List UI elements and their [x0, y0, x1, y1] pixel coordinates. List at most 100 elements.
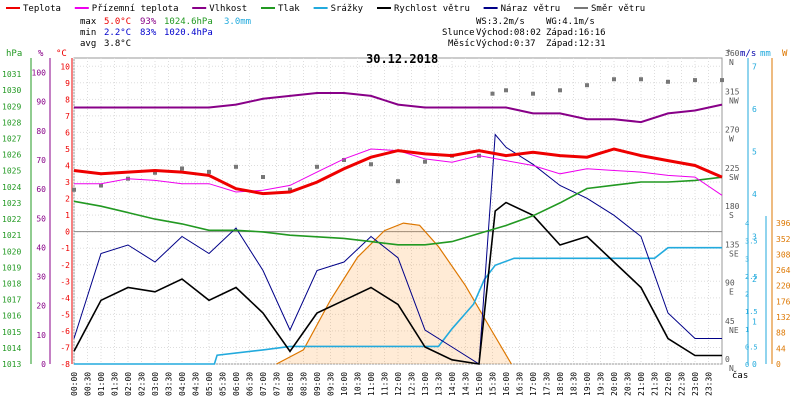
legend-label: Náraz větru — [501, 4, 561, 14]
solar-tick-label: 88 — [776, 329, 786, 338]
time-tick-label: 01:00 — [97, 372, 106, 396]
winddir-point — [639, 77, 643, 82]
series-temperature — [73, 147, 723, 196]
solar-tick-label: 132 — [776, 313, 791, 322]
solar-tick-label: 176 — [776, 297, 791, 306]
humidity-tick-label: 0 — [41, 360, 46, 369]
temp-tick-label: -2 — [60, 261, 70, 270]
winddir-point — [288, 187, 292, 192]
winddir-point — [207, 169, 211, 174]
temp-tick-label: -1 — [60, 244, 70, 253]
pressure-tick-label: 1025 — [2, 167, 21, 176]
winddir-point — [72, 187, 76, 192]
winddir-point — [423, 159, 427, 164]
legend-label: Směr větru — [591, 4, 645, 14]
info-slunce-vychod: Východ:08:02 — [476, 28, 541, 38]
temp-tick-label: -7 — [60, 343, 70, 352]
time-tick-label: 08:30 — [300, 372, 309, 396]
series-group — [72, 77, 724, 365]
winddir-deg-label: 90 — [725, 279, 735, 288]
temp-tick-label: -4 — [60, 294, 70, 303]
humidity-tick-label: 90 — [36, 98, 46, 107]
rain-tick-label: 1.5 — [745, 308, 758, 316]
time-tick-label: 14:00 — [448, 372, 457, 396]
time-tick-label: 05:00 — [205, 372, 214, 396]
wind-tick-label: 0 — [752, 360, 757, 369]
time-tick-label: 03:00 — [151, 372, 160, 396]
info-mesic-vychod: Východ:0:37 — [476, 39, 536, 49]
temp-tick-label: 5 — [65, 145, 70, 154]
pressure-tick-label: 1017 — [2, 296, 21, 305]
winddir-dir-label: W — [729, 135, 734, 144]
time-tick-label: 22:30 — [678, 372, 687, 396]
time-tick-label: 00:30 — [84, 372, 93, 396]
humidity-tick-label: 20 — [36, 302, 46, 311]
temp-tick-label: -6 — [60, 327, 70, 336]
wind-tick-label: 5 — [752, 148, 757, 157]
time-tick-label: 07:00 — [259, 372, 268, 396]
info-mesic-zapad: Západ:12:31 — [546, 39, 606, 49]
winddir-point — [315, 164, 319, 169]
unit-w: W — [782, 49, 788, 59]
unit-degc: °C — [56, 49, 67, 59]
legend-label: Rychlost větru — [394, 4, 470, 14]
temp-tick-label: 9 — [65, 79, 70, 88]
pressure-tick-label: 1024 — [2, 183, 21, 192]
time-tick-label: 08:00 — [286, 372, 295, 396]
time-tick-label: 17:00 — [529, 372, 538, 396]
time-tick-label: 16:30 — [516, 372, 525, 396]
unit-time: čas — [732, 370, 748, 381]
pressure-tick-label: 1021 — [2, 231, 21, 240]
unit-mm: mm — [760, 49, 771, 59]
legend-label: Vlhkost — [209, 4, 247, 14]
temp-tick-label: 0 — [65, 228, 70, 237]
stats-block: max 5.0°C 93% 1024.6hPa 3.0mm min 2.2°C … — [80, 17, 251, 49]
time-tick-label: 04:30 — [192, 372, 201, 396]
winddir-point — [612, 77, 616, 82]
series-rain — [74, 246, 722, 365]
temp-tick-label: 7 — [65, 112, 70, 121]
time-tick-label: 07:30 — [273, 372, 282, 396]
time-tick-label: 21:00 — [637, 372, 646, 396]
time-tick-label: 15:30 — [489, 372, 498, 396]
chart-date: 30.12.2018 — [366, 52, 438, 66]
solar-tick-label: 308 — [776, 250, 791, 259]
temp-tick-label: -5 — [60, 310, 70, 319]
series-gust — [73, 133, 722, 365]
winddir-point — [666, 79, 670, 84]
stats-avg-label: avg — [80, 39, 96, 49]
pressure-tick-label: 1031 — [2, 70, 21, 79]
time-tick-label: 19:30 — [597, 372, 606, 396]
time-tick-label: 18:00 — [556, 372, 565, 396]
wind-tick-label: 7 — [752, 63, 757, 72]
pressure-tick-label: 1028 — [2, 118, 21, 127]
legend-label: Přízemní teplota — [92, 4, 179, 14]
wind-tick-label: 2 — [752, 275, 757, 284]
time-tick-label: 18:30 — [570, 372, 579, 396]
time-tick-label: 13:00 — [421, 372, 430, 396]
stats-min-press: 1020.4hPa — [164, 28, 213, 38]
winddir-point — [720, 78, 724, 83]
pressure-tick-label: 1029 — [2, 102, 21, 111]
pressure-tick-label: 1018 — [2, 279, 21, 288]
time-tick-label: 03:30 — [165, 372, 174, 396]
axis-unit-labels: hPa % °C ° m/s mm W čas — [6, 49, 788, 381]
stats-max-rain: 3.0mm — [224, 17, 251, 27]
winddir-point — [558, 88, 562, 93]
stats-avg-temp: 3.8°C — [104, 39, 131, 49]
pressure-tick-label: 1022 — [2, 215, 21, 224]
winddir-point — [504, 88, 508, 93]
stats-max-label: max — [80, 17, 97, 27]
legend: Teplota Přízemní teplota Vlhkost Tlak Srážky… — [6, 4, 645, 14]
time-tick-label: 11:00 — [367, 372, 376, 396]
winddir-point — [153, 170, 157, 175]
time-tick-label: 17:30 — [543, 372, 552, 396]
humidity-tick-label: 10 — [36, 331, 46, 340]
pressure-tick-label: 1027 — [2, 135, 21, 144]
legend-label: Srážky — [331, 4, 364, 14]
time-tick-label: 11:30 — [381, 372, 390, 396]
winddir-point — [342, 158, 346, 162]
time-tick-label: 13:30 — [435, 372, 444, 396]
